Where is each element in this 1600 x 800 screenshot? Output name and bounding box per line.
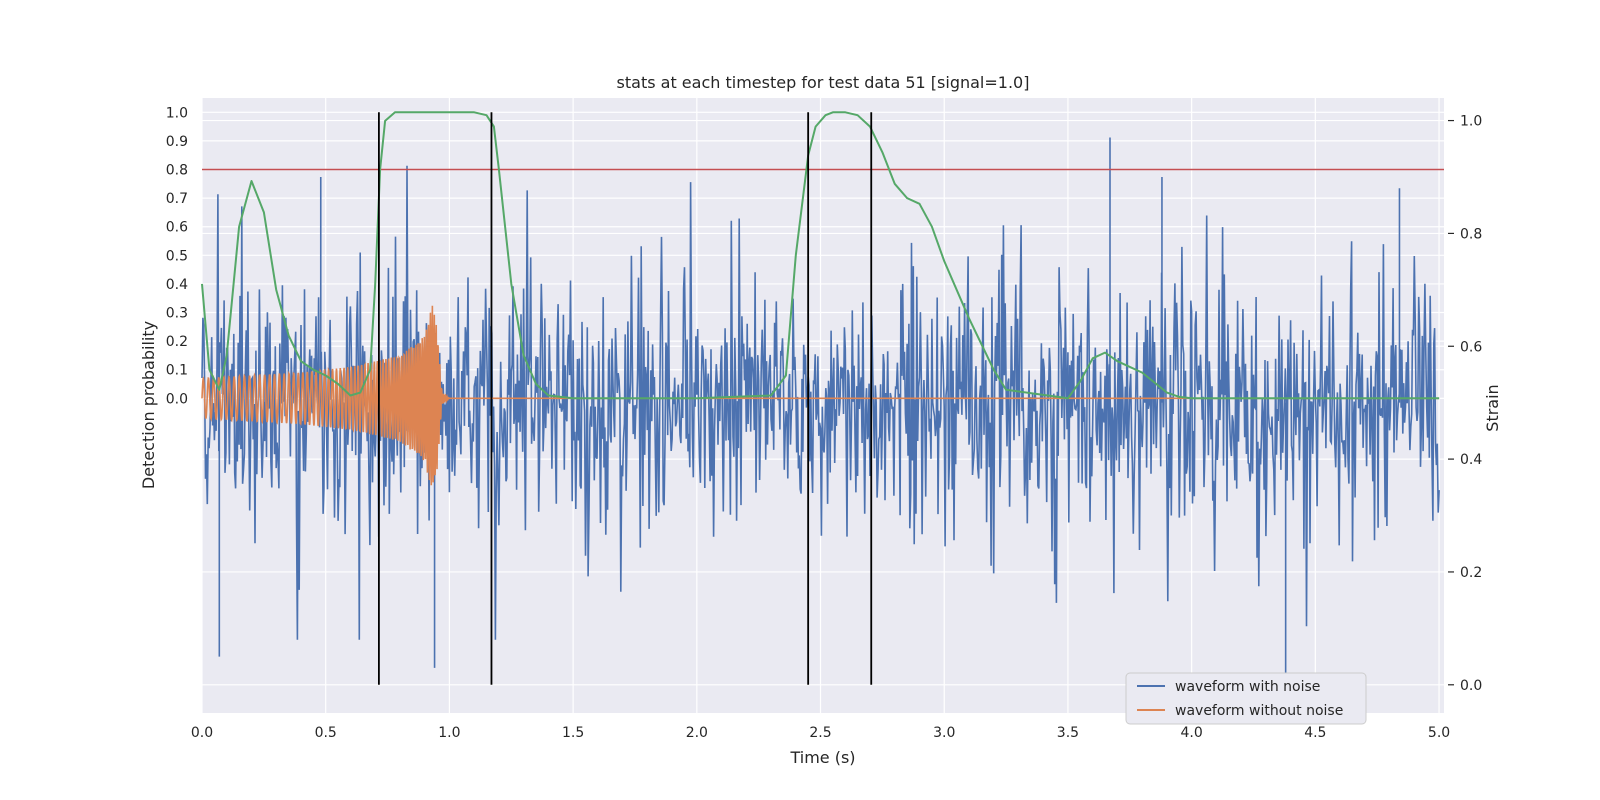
x-tick-label: 4.5 <box>1304 725 1326 741</box>
left-tick-label: 0.2 <box>166 334 188 350</box>
left-tick-label: 0.5 <box>166 248 188 264</box>
series-waveform-without-noise <box>201 305 1440 486</box>
x-axis-label: Time (s) <box>789 748 855 767</box>
right-axis-ticks: 0.0 0.2 0.4 0.6 0.8 1.0 <box>1448 114 1482 694</box>
right-axis-label: Strain <box>1483 384 1502 431</box>
vertical-markers <box>377 112 873 685</box>
legend-box <box>1125 672 1367 725</box>
left-tick-label: 0.1 <box>166 363 188 379</box>
x-tick-label: 1.5 <box>562 725 584 741</box>
x-tick-label: 0.5 <box>315 725 337 741</box>
right-tick-label: 0.0 <box>1460 678 1482 694</box>
left-axis-label: Detection probability <box>139 321 158 489</box>
right-tick-label: 0.8 <box>1460 226 1482 242</box>
right-tick-label: 0.6 <box>1460 339 1482 355</box>
right-tick-label: 0.2 <box>1460 565 1482 581</box>
x-tick-label: 3.0 <box>933 725 955 741</box>
legend-label-noise: waveform with noise <box>1175 679 1320 695</box>
series-layer <box>201 111 1444 697</box>
left-tick-label: 0.0 <box>166 391 188 407</box>
right-tick-label: 0.4 <box>1460 452 1482 468</box>
legend: waveform with noise waveform without noi… <box>1125 672 1367 725</box>
x-tick-label: 2.0 <box>686 725 708 741</box>
left-tick-label: 0.8 <box>166 163 188 179</box>
x-tick-label: 1.0 <box>438 725 460 741</box>
chart-title: stats at each timestep for test data 51 … <box>617 73 1030 92</box>
legend-label-clean: waveform without noise <box>1175 703 1343 719</box>
x-tick-label: 2.5 <box>809 725 831 741</box>
series-detection-probability <box>201 111 1440 400</box>
x-axis-ticks: 0.0 0.5 1.0 1.5 2.0 2.5 3.0 3.5 4.0 4.5 5.0 <box>191 725 1450 741</box>
left-tick-label: 0.7 <box>166 191 188 207</box>
left-axis-ticks: 0.0 0.1 0.2 0.3 0.4 0.5 0.6 0.7 0.8 0.9 1.0 <box>166 105 188 407</box>
left-tick-label: 0.9 <box>166 134 188 150</box>
left-tick-label: 0.3 <box>166 306 188 322</box>
x-tick-label: 5.0 <box>1428 725 1450 741</box>
x-tick-label: 0.0 <box>191 725 213 741</box>
right-tick-label: 1.0 <box>1460 114 1482 130</box>
left-tick-label: 0.4 <box>166 277 188 293</box>
left-tick-label: 1.0 <box>166 105 188 121</box>
left-tick-label: 0.6 <box>166 220 188 236</box>
x-tick-label: 4.0 <box>1181 725 1203 741</box>
x-tick-label: 3.5 <box>1057 725 1079 741</box>
